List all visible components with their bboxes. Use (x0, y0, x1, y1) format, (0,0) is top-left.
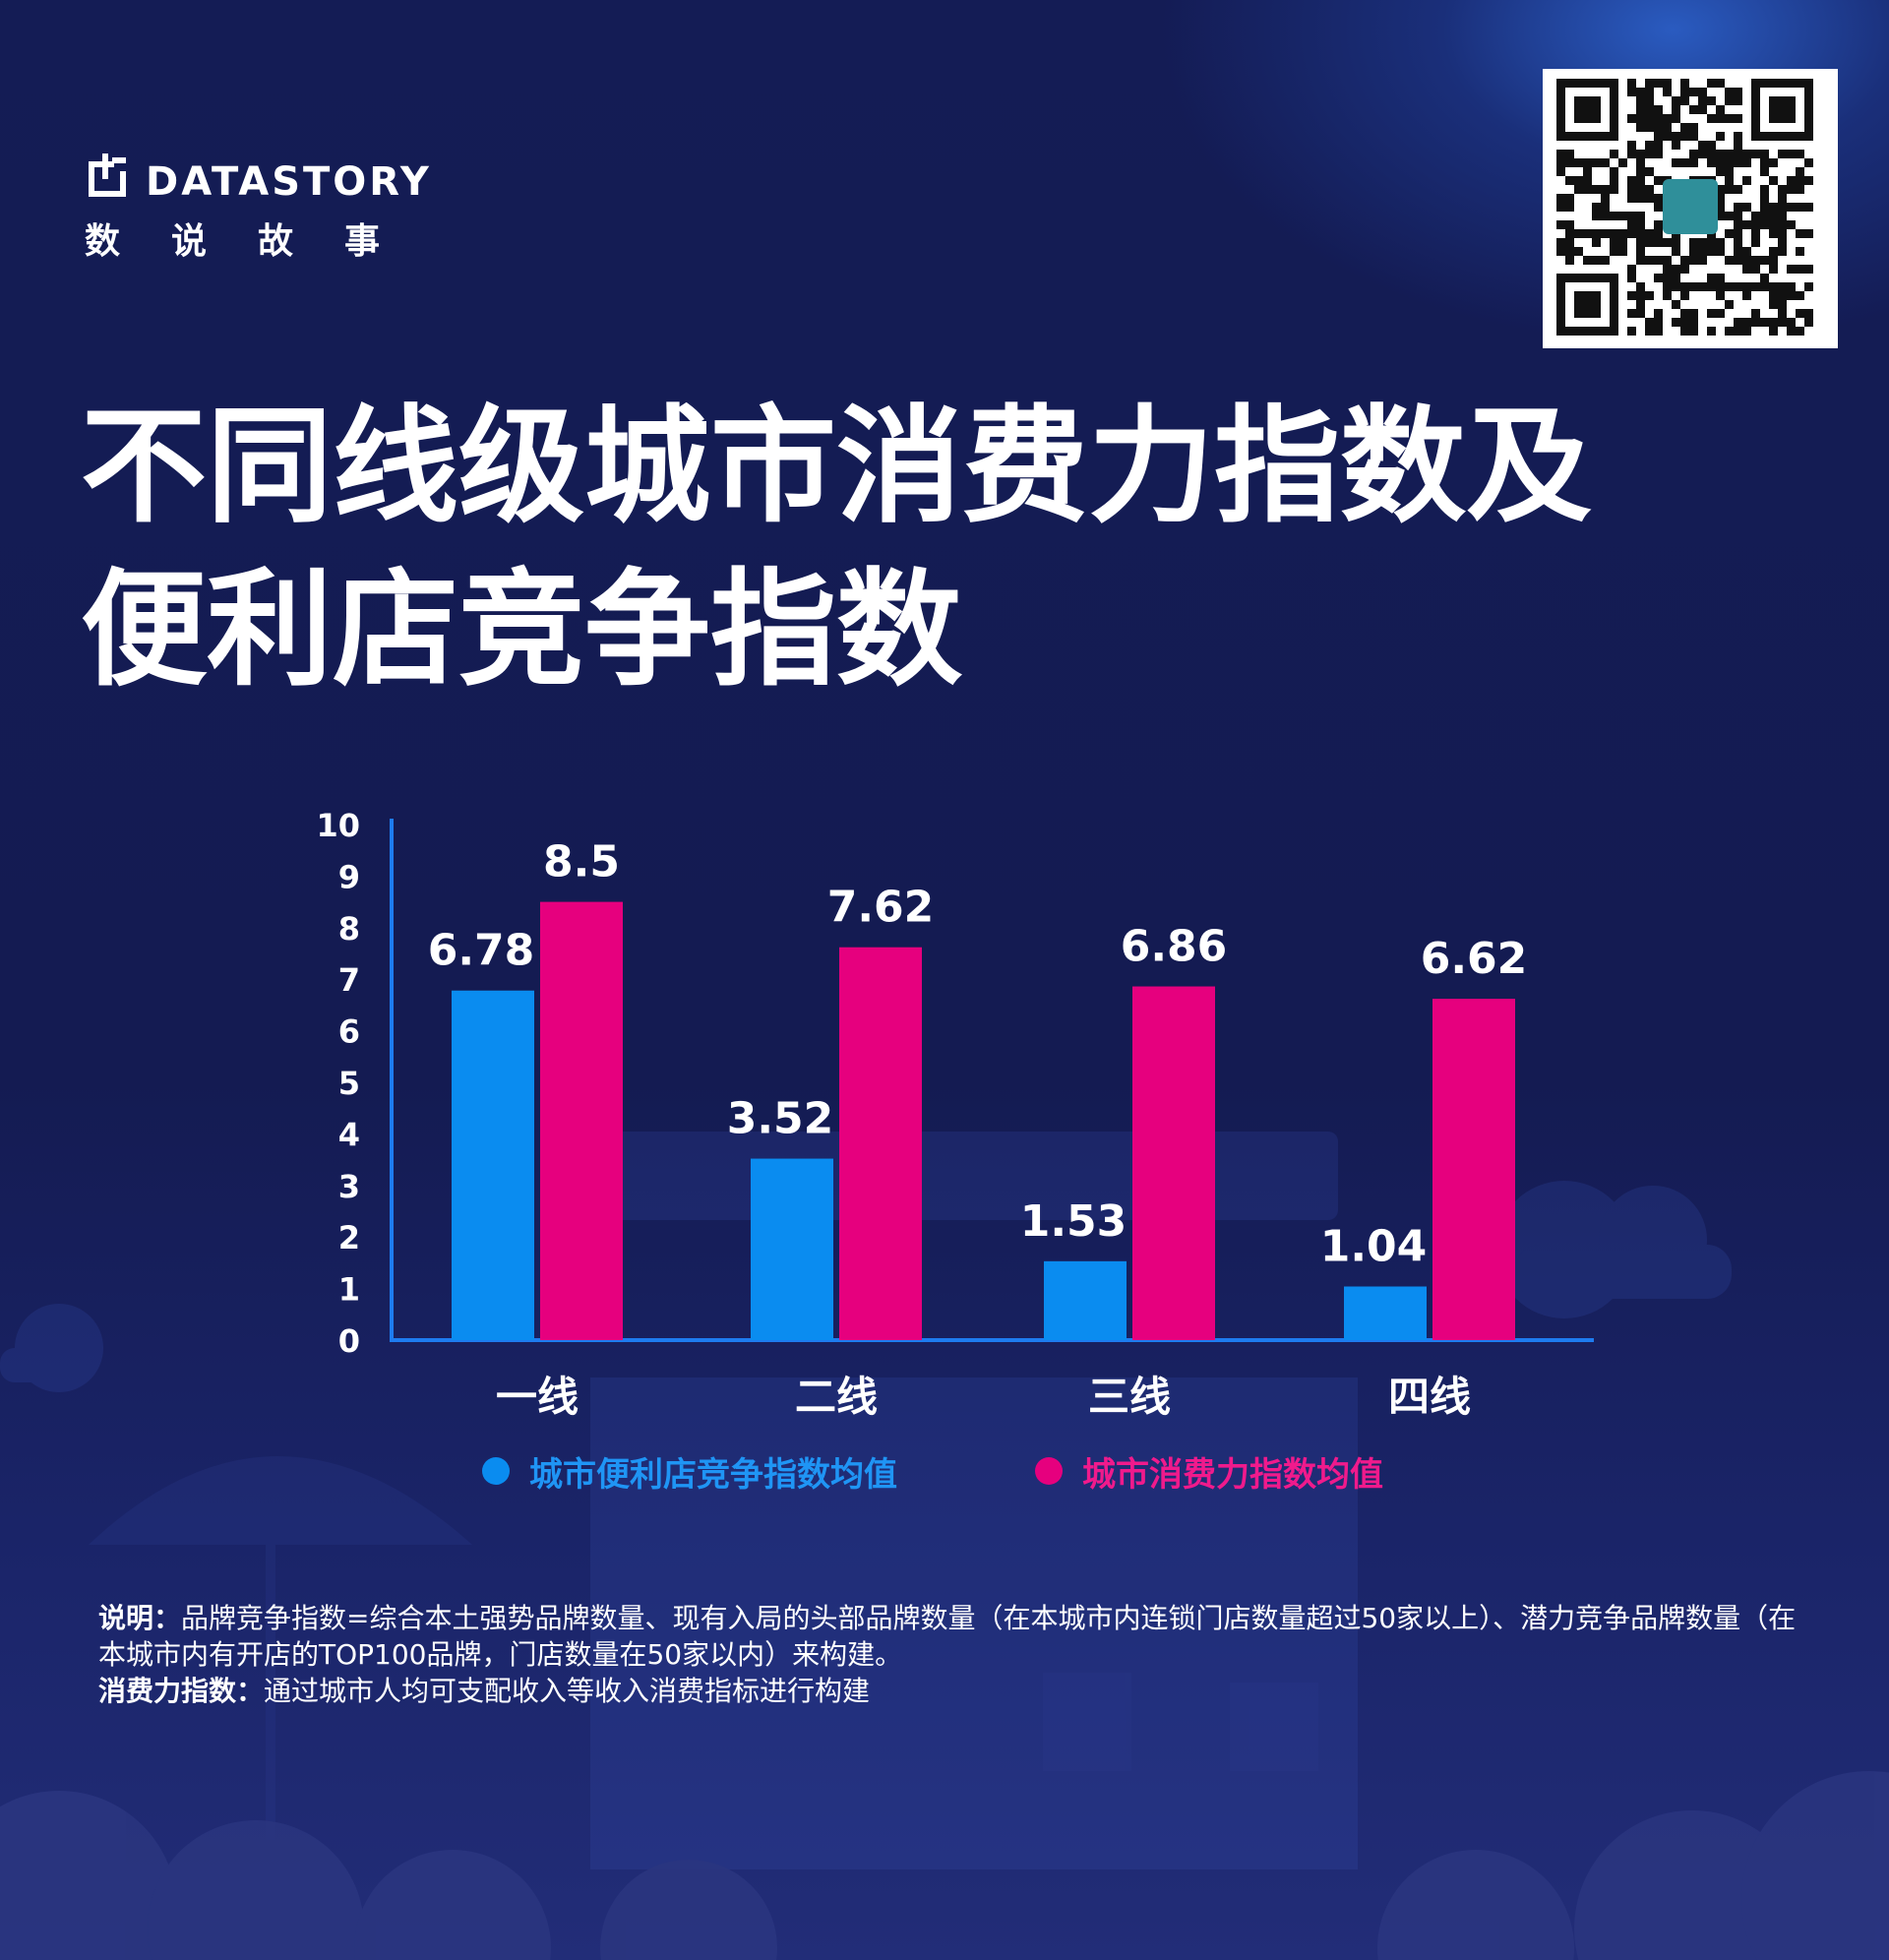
bar-pink-0 (540, 901, 623, 1340)
logo-text-en: DATASTORY (146, 159, 432, 205)
data-label-blue-0: 6.78 (428, 926, 535, 976)
legend-dot-pink-icon (1035, 1457, 1063, 1485)
footnote-label-2: 消费力指数： (98, 1675, 265, 1707)
y-tick-label-7: 7 (338, 961, 360, 999)
background-storefront-illustration (0, 1132, 1889, 1960)
title-line-1: 不同线级城市消费力指数及 (81, 394, 1593, 540)
bar-blue-2 (1044, 1260, 1127, 1340)
data-label-pink-1: 7.62 (827, 883, 935, 933)
y-tick-label-5: 5 (338, 1065, 360, 1102)
y-tick-label-10: 10 (316, 807, 360, 844)
y-tick-label-4: 4 (338, 1116, 360, 1153)
legend-item-blue: 城市便利店竞争指数均值 (482, 1446, 897, 1496)
footnote-line-1: 说明：品牌竞争指数=综合本土强势品牌数量、现有入局的头部品牌数量（在本城市内连锁… (98, 1600, 1810, 1673)
legend-dot-blue-icon (482, 1457, 510, 1485)
datastory-logo: DATASTORY 数说故事 (85, 150, 518, 268)
data-label-pink-0: 8.5 (543, 837, 620, 888)
legend-item-pink: 城市消费力指数均值 (1035, 1446, 1383, 1496)
title-line-2: 便利店竞争指数 (81, 557, 963, 704)
bar-blue-3 (1344, 1286, 1427, 1340)
bar-pink-3 (1432, 999, 1515, 1340)
bar-chart: 0 1 2 3 4 5 6 7 8 9 10 6.788.5 一线 3.52 7.62 二线 1.53 6.86 三… (316, 807, 1594, 1421)
y-tick-label-0: 0 (338, 1322, 360, 1360)
y-tick-label-3: 3 (338, 1168, 360, 1205)
footnote-text-1: 品牌竞争指数=综合本土强势品牌数量、现有入局的头部品牌数量（在本城市内连锁门店数… (98, 1602, 1797, 1671)
bar-blue-1 (751, 1158, 833, 1340)
x-tick-label-1: 二线 (795, 1373, 878, 1421)
data-label-pink-3: 6.62 (1421, 934, 1528, 984)
footnote-line-2: 消费力指数：通过城市人均可支配收入等收入消费指标进行构建 (98, 1673, 1810, 1709)
x-tick-label-2: 三线 (1088, 1373, 1171, 1421)
page-title: 不同线级城市消费力指数及 便利店竞争指数 (81, 386, 1812, 712)
bar-blue-0 (452, 990, 534, 1340)
footnote-text-2: 通过城市人均可支配收入等收入消费指标进行构建 (264, 1675, 871, 1707)
footnote: 说明：品牌竞争指数=综合本土强势品牌数量、现有入局的头部品牌数量（在本城市内连锁… (98, 1600, 1810, 1709)
data-label-pink-2: 6.86 (1121, 922, 1228, 972)
bar-pink-2 (1132, 986, 1215, 1340)
logo-text-cn: 数说故事 (85, 221, 432, 262)
qr-code (1543, 69, 1838, 348)
y-tick-label-8: 8 (338, 910, 360, 948)
data-label-blue-1: 3.52 (727, 1094, 834, 1144)
data-label-blue-3: 1.04 (1320, 1222, 1428, 1272)
footnote-label-1: 说明： (98, 1602, 182, 1634)
data-label-blue-2: 1.53 (1020, 1196, 1127, 1247)
x-tick-label-0: 一线 (496, 1373, 579, 1421)
legend-label-blue: 城市便利店竞争指数均值 (529, 1454, 897, 1495)
x-tick-label-3: 四线 (1388, 1373, 1471, 1421)
legend-label-pink: 城市消费力指数均值 (1082, 1454, 1383, 1495)
y-tick-label-6: 6 (338, 1013, 360, 1051)
y-tick-label-2: 2 (338, 1219, 360, 1256)
logo-mark-icon (89, 153, 126, 197)
y-tick-label-9: 9 (338, 858, 360, 895)
y-tick-label-1: 1 (338, 1271, 360, 1309)
bar-pink-1 (839, 947, 922, 1340)
